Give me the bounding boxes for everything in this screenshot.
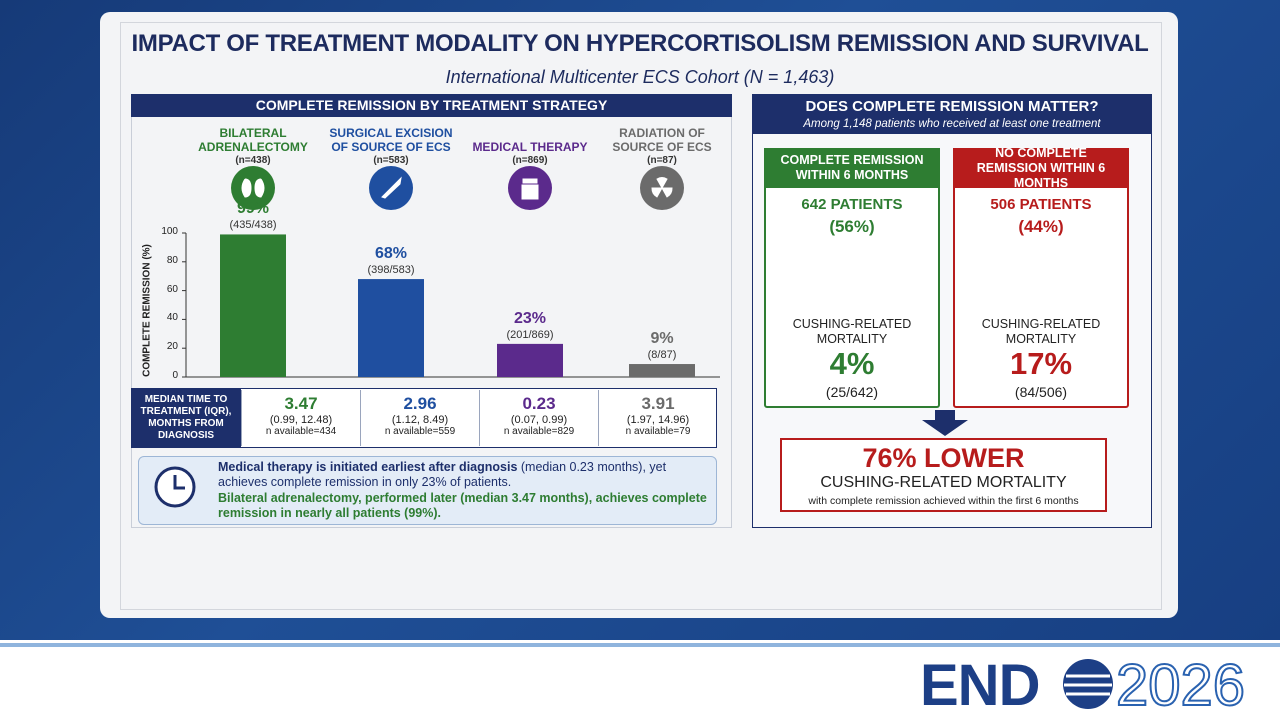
category-name: RADIATION OF SOURCE OF ECS <box>612 126 712 154</box>
value-label: 23% <box>513 309 547 327</box>
group-box <box>764 148 940 408</box>
median: 3.47 <box>284 394 318 413</box>
group-size: (n=87) <box>647 155 677 166</box>
logo-globe-lines <box>1064 674 1112 696</box>
right-heading: DOES COMPLETE REMISSION MATTER? Among 1,… <box>752 94 1152 134</box>
bar <box>220 234 286 377</box>
arrow-down <box>922 410 968 436</box>
available: n available=79 <box>625 426 691 437</box>
logo-word: END <box>920 653 1040 718</box>
bar <box>629 364 695 377</box>
fraction-label: (398/583) <box>367 264 415 277</box>
share: (56%) <box>829 217 875 236</box>
category-label: SURGICAL EXCISION OF SOURCE OF ECS (n=583… <box>321 116 461 168</box>
category-label: MEDICAL THERAPY (n=869) <box>460 116 600 168</box>
note-line: Medical therapy is initiated earliest af… <box>218 460 708 489</box>
group-size: (n=583) <box>373 155 409 166</box>
median: 2.96 <box>403 394 437 413</box>
subheading: Among 1,148 patients who received at lea… <box>803 118 1101 130</box>
iqr: (0.99, 12.48) <box>269 414 333 426</box>
title: IMPACT OF TREATMENT MODALITY ON HYPERCOR… <box>131 30 1149 57</box>
median: 3.91 <box>641 394 675 413</box>
table-header: MEDIAN TIME TO TREATMENT (IQR), MONTHS F… <box>131 388 241 448</box>
table-cell: 3.47 (0.99, 12.48) n available=434 <box>241 390 360 446</box>
median: 0.23 <box>522 394 556 413</box>
logo-year: 2026 <box>1115 652 1246 719</box>
patients: 506 PATIENTS <box>990 196 1092 213</box>
category-label: RADIATION OF SOURCE OF ECS (n=87) <box>592 116 732 168</box>
result-line: CUSHING-RELATED MORTALITY <box>820 474 1067 491</box>
table-cell: 2.96 (1.12, 8.49) n available=559 <box>360 390 479 446</box>
bar <box>497 343 563 377</box>
mortality-fraction: (25/642) <box>825 384 879 400</box>
group-size: (n=438) <box>235 155 271 166</box>
subtitle: International Multicenter ECS Cohort (N … <box>445 67 835 87</box>
mortality: 4% <box>829 346 875 381</box>
fraction-label: (435/438) <box>229 219 277 232</box>
result-detail: with complete remission achieved within … <box>808 495 1079 507</box>
bar <box>358 279 424 377</box>
result-headline: 76% LOWER <box>862 443 1025 473</box>
icon-glyph <box>521 178 539 200</box>
iqr: (0.07, 0.99) <box>510 414 568 426</box>
mortality: 17% <box>1009 346 1073 381</box>
icon-glyph <box>241 178 265 198</box>
value-label: 9% <box>650 330 674 348</box>
value-label: 99% <box>236 200 270 218</box>
table-cell: 0.23 (0.07, 0.99) n available=829 <box>479 390 598 446</box>
iqr: (1.97, 14.96) <box>626 414 690 426</box>
note-text: Medical therapy is initiated earliest af… <box>218 460 708 520</box>
y-tick-label: 60 <box>166 283 178 295</box>
available: n available=559 <box>384 426 456 437</box>
slide-frame <box>120 22 1162 610</box>
available: n available=434 <box>265 426 337 437</box>
category-label: BILATERAL ADRENALECTOMY (n=438) <box>183 116 323 168</box>
group-box <box>953 148 1129 408</box>
note-bold: Medical therapy is initiated earliest af… <box>218 460 518 474</box>
footer-strip <box>0 643 1280 647</box>
y-tick-label: 40 <box>166 312 178 324</box>
category-name: MEDICAL THERAPY <box>472 140 588 154</box>
y-tick-label: 20 <box>166 341 178 353</box>
icon-glyph <box>651 177 673 198</box>
category-name: SURGICAL EXCISION OF SOURCE OF ECS <box>329 126 453 154</box>
category-icon <box>231 166 275 210</box>
note-line: Bilateral adrenalectomy, performed later… <box>218 491 707 520</box>
y-tick-label: 80 <box>166 254 178 266</box>
category-name: BILATERAL ADRENALECTOMY <box>198 126 308 154</box>
note-box <box>138 456 717 525</box>
clock-hands <box>173 475 185 490</box>
mortality-fraction: (84/506) <box>1014 384 1068 400</box>
iqr: (1.12, 8.49) <box>391 414 449 426</box>
share: (44%) <box>1018 217 1064 236</box>
group-title: NO COMPLETE REMISSION WITHIN 6 MONTHS <box>953 146 1129 190</box>
mortality-label: CUSHING-RELATED MORTALITY <box>792 317 912 346</box>
fraction-label: (8/87) <box>647 349 677 362</box>
left-heading: COMPLETE REMISSION BY TREATMENT STRATEGY <box>131 94 732 117</box>
icon-glyph <box>381 176 402 199</box>
y-tick-label: 0 <box>172 370 178 381</box>
group-size: (n=869) <box>512 155 548 166</box>
heading: DOES COMPLETE REMISSION MATTER? <box>805 98 1099 115</box>
table-cell: 3.91 (1.97, 14.96) n available=79 <box>598 390 717 446</box>
group-title: COMPLETE REMISSION WITHIN 6 MONTHS <box>764 148 940 188</box>
mortality-label: CUSHING-RELATED MORTALITY <box>981 317 1101 346</box>
result-box: 76% LOWER CUSHING-RELATED MORTALITY with… <box>780 438 1107 512</box>
available: n available=829 <box>503 426 575 437</box>
note-rest: (median 0.23 months), yet achieves compl… <box>218 460 667 489</box>
patients: 642 PATIENTS <box>801 196 903 213</box>
fraction-label: (201/869) <box>506 328 554 341</box>
value-label: 68% <box>374 245 408 263</box>
y-tick-label: 100 <box>161 226 178 237</box>
